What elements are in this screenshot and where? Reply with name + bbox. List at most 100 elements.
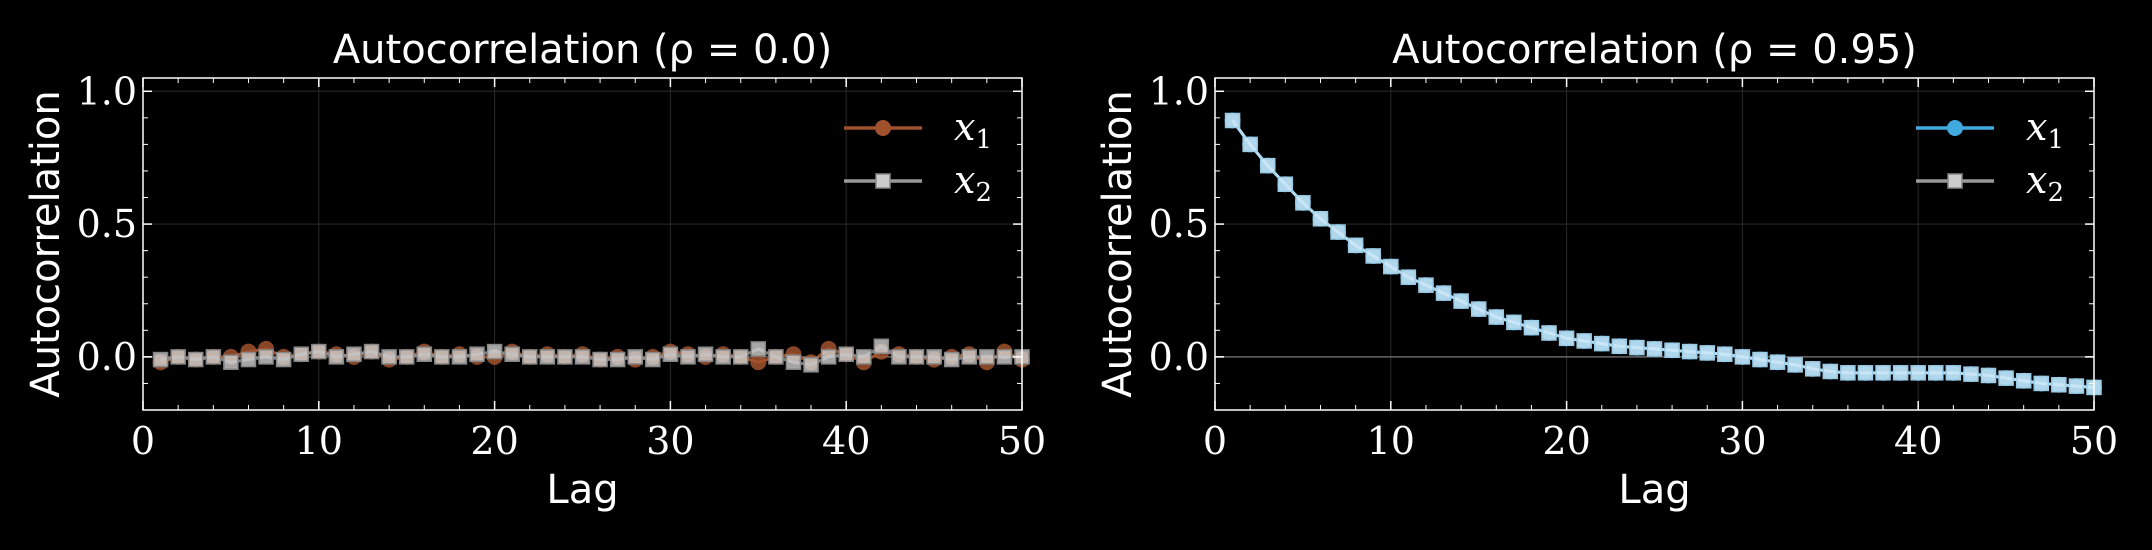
data-point (328, 349, 345, 365)
x-tick-label: 20 (470, 419, 518, 463)
data-point (1400, 269, 1417, 285)
data-point (1822, 363, 1839, 380)
data-point (1277, 176, 1294, 192)
data-point (469, 346, 485, 362)
data-point (891, 349, 907, 365)
data-point (2015, 373, 2032, 389)
data-point (1347, 237, 1364, 254)
data-point (1945, 365, 1962, 381)
data-point (979, 349, 995, 365)
data-point (486, 343, 503, 360)
data-point (1312, 211, 1329, 227)
data-point (1594, 335, 1610, 352)
y-axis-label: Autocorrelation (1095, 90, 1141, 398)
data-point (1928, 365, 1944, 381)
chart-title: Autocorrelation (ρ = 0.95) (1392, 27, 1917, 73)
data-point (522, 349, 538, 365)
data-point (1857, 365, 1874, 381)
x-tick-label: 50 (2070, 419, 2118, 463)
data-point (961, 349, 978, 365)
data-point (187, 351, 204, 368)
data-point (258, 349, 274, 365)
y-tick-label: 0.0 (77, 335, 137, 379)
data-point (1506, 314, 1522, 331)
data-point (381, 349, 397, 365)
x-axis-label: Lag (1618, 467, 1690, 513)
data-point (363, 343, 380, 360)
data-point (504, 346, 520, 362)
data-point (2068, 378, 2085, 394)
data-point (1488, 309, 1505, 325)
data-point (434, 349, 450, 365)
x-tick-label: 50 (998, 419, 1046, 463)
legend-label: x2 (2026, 158, 2064, 208)
series-line (1231, 119, 2095, 389)
legend-marker (875, 173, 891, 189)
data-point (803, 357, 819, 373)
data-point (240, 351, 257, 368)
legend-label: x1 (954, 105, 992, 155)
data-point (1875, 365, 1891, 381)
x-tick-label: 40 (822, 419, 870, 463)
data-point (750, 341, 767, 357)
data-point (2033, 375, 2050, 392)
data-point (1752, 351, 1768, 368)
data-point (275, 351, 292, 368)
data-point (1418, 277, 1434, 293)
data-point (785, 354, 802, 370)
data-point (1892, 365, 1909, 381)
data-point (926, 349, 942, 365)
data-point (1295, 195, 1311, 211)
y-axis-label: Autocorrelation (23, 90, 69, 398)
data-point (1734, 349, 1751, 365)
series-line (1231, 119, 2095, 389)
data-point (1541, 325, 1557, 341)
legend-subscript: 2 (2047, 178, 2064, 208)
legend-subscript: 2 (975, 178, 992, 208)
data-point (1523, 319, 1540, 336)
data-point (205, 349, 222, 365)
data-point (1717, 346, 1733, 362)
series-x1 (1224, 112, 2102, 396)
left-chart-panel: 0 10 20 30 40 50 0.0 0.5 1.0 Autocorrelation (ρ =… (23, 27, 1046, 513)
y-tick-label: 1.0 (1149, 69, 1209, 113)
y-tick-label: 0.5 (1149, 202, 1209, 246)
data-point (768, 349, 784, 365)
x-tick-label: 0 (1203, 419, 1227, 463)
data-point (1699, 345, 1715, 361)
data-point (1910, 365, 1926, 381)
x-tick-label: 0 (131, 419, 155, 463)
data-point (856, 349, 872, 365)
data-point (1365, 248, 1381, 264)
data-point (1453, 293, 1469, 309)
y-tick-label: 1.0 (77, 69, 137, 113)
data-point (645, 351, 661, 368)
data-point (1576, 333, 1592, 349)
data-point (1646, 341, 1663, 357)
data-point (1259, 157, 1276, 174)
data-point (311, 343, 327, 360)
legend-label: x1 (2026, 105, 2064, 155)
data-point (170, 349, 186, 365)
data-point (1804, 361, 1821, 377)
data-point (451, 349, 468, 365)
data-point (346, 346, 362, 362)
data-point (592, 351, 608, 368)
data-point (908, 349, 925, 365)
x-tick-label: 40 (1894, 419, 1942, 463)
data-point (293, 346, 309, 362)
y-tick-label: 0.5 (77, 202, 137, 246)
legend-subscript: 1 (975, 125, 992, 155)
data-point (1330, 224, 1346, 240)
data-point (1840, 365, 1856, 381)
series-x2 (1224, 112, 2102, 396)
data-point (1980, 367, 1997, 384)
data-point (1611, 338, 1628, 355)
data-point (152, 351, 169, 368)
data-point (662, 346, 679, 362)
chart-title: Autocorrelation (ρ = 0.0) (333, 27, 832, 73)
data-point (943, 351, 960, 368)
